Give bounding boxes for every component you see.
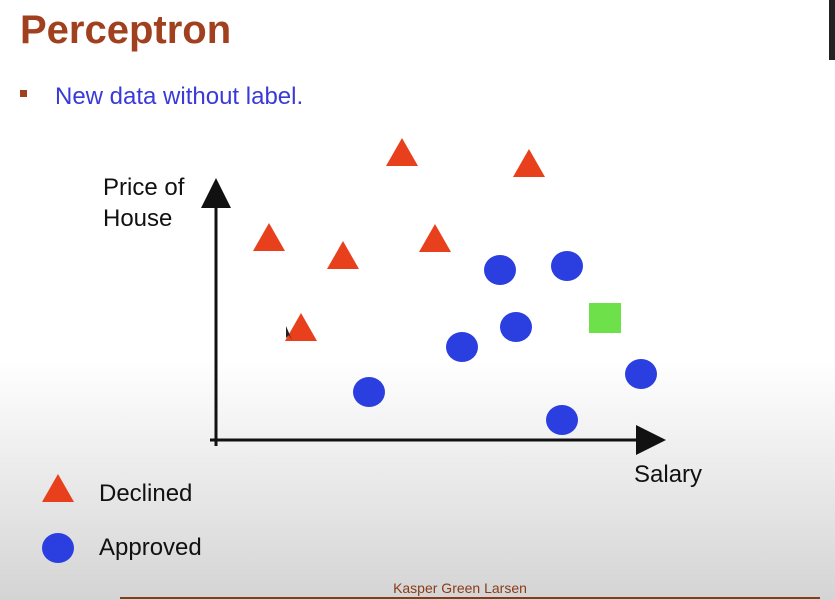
triangle (513, 149, 545, 177)
circle (500, 312, 532, 342)
bullet-text: New data without label. (55, 83, 303, 110)
footer: Kasper Green Larsen (393, 580, 527, 596)
legend-label: Declined (99, 480, 192, 507)
circle (551, 251, 583, 281)
legend-triangle (42, 474, 74, 502)
y-axis-label: House (103, 205, 172, 232)
legend-label: Approved (99, 534, 202, 561)
circle (353, 377, 385, 407)
x-axis-label: Salary (634, 461, 702, 488)
new-point (589, 303, 621, 333)
bullet-marker (20, 90, 27, 97)
triangle (285, 313, 317, 341)
circle (625, 359, 657, 389)
window-edge (829, 0, 835, 60)
approved-points (353, 251, 657, 435)
slide-title: Perceptron (20, 8, 231, 52)
triangle (386, 138, 418, 166)
cursor (286, 326, 292, 340)
declined-points (253, 138, 545, 341)
triangle (419, 224, 451, 252)
triangle (327, 241, 359, 269)
y-axis-label: Price of (103, 174, 185, 201)
circle (446, 332, 478, 362)
triangle (253, 223, 285, 251)
circle (484, 255, 516, 285)
legend-circle (42, 533, 74, 563)
circle (546, 405, 578, 435)
